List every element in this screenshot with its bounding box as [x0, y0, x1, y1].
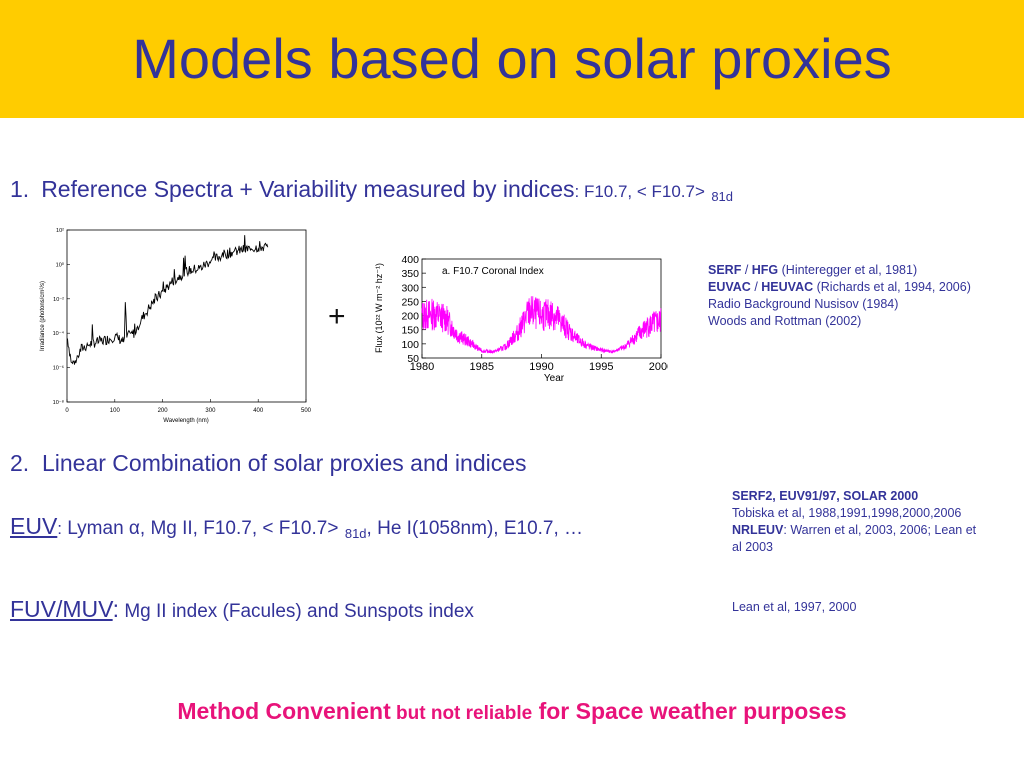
spectrum-y-tick-label: 10²	[56, 228, 64, 234]
f107-y-ticks: 400 350 300 250 200 150 100 50	[401, 254, 426, 365]
slide-title: Models based on solar proxies	[132, 27, 892, 90]
ref-heuvac: HEUVAC	[761, 280, 814, 294]
ref-citation: (Richards et al, 1994, 2006)	[813, 280, 971, 294]
reference-line: Lean et al, 1997, 2000	[732, 600, 857, 614]
reference-line: EUVAC / HEUVAC (Richards et al, 1994, 20…	[708, 279, 971, 296]
fuv-label: FUV/MUV	[10, 596, 113, 622]
f107-y-label: Flux (10²² W m⁻² hz⁻¹)	[374, 263, 384, 353]
spectrum-chart: 0 100 200 300 400 500 10²10⁰10⁻²10⁻⁴10⁻⁶10⁻⁸ …	[40, 228, 312, 424]
f107-y-tick-label: 200	[401, 311, 419, 323]
ref-serf2: SERF2, EUV91/97, SOLAR 2000	[732, 489, 919, 503]
euv-label: EUV	[10, 513, 58, 539]
item-2-text: Linear Combination of solar proxies and …	[41, 450, 527, 476]
spectrum-y-label: Irradiance (photons/cm²/s)	[40, 281, 46, 351]
conclusion-part-1: Method Convenient	[177, 698, 391, 724]
ref-hfg: HFG	[751, 263, 779, 277]
euv-rest: , He I(1058nm), E10.7, …	[366, 518, 584, 539]
conclusion-part-2: but not reliable	[390, 703, 533, 724]
f107-y-tick-label: 150	[401, 325, 419, 337]
item-1-number: 1.	[10, 176, 30, 202]
f107-y-tick-label: 250	[401, 296, 419, 308]
fuv-colon: :	[112, 596, 120, 622]
title-banner	[0, 0, 1024, 118]
spectrum-y-ticks: 10² 10⁰ 10⁻² 10⁻⁴ 10⁻⁶ 10⁻⁸	[53, 228, 70, 406]
spectrum-x-tick-label: 100	[110, 408, 121, 414]
euv-line: EUV: Lyman α, Mg II, F10.7, < F10.7> 81d…	[10, 513, 583, 541]
spectrum-x-tick-label: 0	[65, 408, 69, 414]
spectrum-x-tick-label: 400	[253, 408, 264, 414]
euv-colon: :	[57, 519, 63, 538]
f107-chart-title: a. F10.7 Coronal Index	[442, 266, 544, 277]
spectrum-plot-frame	[66, 229, 307, 403]
item-1-text: Reference Spectra + Variability measured…	[41, 176, 575, 202]
reference-line: Radio Background Nusisov (1984)	[708, 297, 899, 311]
spectrum-y-tick-label: 10⁻⁸	[53, 399, 64, 406]
item-2-number: 2.	[10, 450, 30, 476]
f107-y-tick-label: 350	[401, 268, 419, 280]
references-1: SERF / HFG (Hinteregger et al, 1981) EUV…	[708, 262, 971, 330]
f107-x-ticks: 1980 1985 1990 1995 2000	[410, 354, 668, 373]
f107-x-tick-label: 1995	[589, 361, 613, 373]
plus-sign: +	[328, 300, 346, 333]
fuv-line: FUV/MUV: Mg II index (Facules) and Sunsp…	[10, 596, 474, 623]
ref-euvac: EUVAC	[708, 280, 751, 294]
reference-line: SERF / HFG (Hinteregger et al, 1981)	[708, 262, 971, 279]
f107-x-tick-label: 2000	[649, 361, 668, 373]
f107-x-tick-label: 1985	[470, 361, 494, 373]
item-1: 1. Reference Spectra + Variability measur…	[10, 176, 733, 204]
spectrum-y-tick-label: 10⁻⁴	[53, 330, 65, 337]
f107-x-tick-label: 1990	[529, 361, 553, 373]
spectrum-series-line	[67, 235, 269, 365]
spectrum-y-tick-label: 10⁻²	[53, 297, 64, 303]
spectrum-x-label: Wavelength (nm)	[163, 418, 208, 424]
f107-chart: 1980 1985 1990 1995 2000 400 350 300 250 200 150 1…	[374, 254, 668, 384]
f107-y-tick-label: 400	[401, 254, 419, 266]
reference-line: al 2003	[732, 540, 774, 554]
item-1-subscript: 81d	[711, 189, 734, 204]
f107-y-tick-label: 100	[401, 339, 419, 351]
euv-subscript: 81d	[344, 526, 367, 541]
item-2: 2. Linear Combination of solar proxies a…	[10, 450, 527, 477]
spectrum-x-tick-label: 200	[158, 408, 169, 414]
ref-separator: /	[741, 263, 752, 277]
ref-serf: SERF	[708, 263, 742, 277]
ref-citation: (Hinteregger et al, 1981)	[778, 263, 918, 277]
f107-series-line	[421, 296, 662, 354]
f107-y-tick-label: 50	[407, 353, 419, 365]
fuv-text: Mg II index (Facules) and Sunspots index	[119, 601, 474, 622]
reference-line: Tobiska et al, 1988,1991,1998,2000,2006	[732, 506, 962, 520]
conclusion-part-3: for Space weather purposes	[532, 698, 847, 724]
references-2: SERF2, EUV91/97, SOLAR 2000 Tobiska et a…	[732, 488, 1017, 556]
spectrum-x-ticks: 0 100 200 300 400 500	[65, 399, 312, 414]
conclusion: Method Convenient but not reliable for S…	[0, 698, 1024, 725]
spectrum-y-tick-label: 10⁻⁶	[53, 365, 64, 372]
ref-citation: : Warren et al, 2003, 2006; Lean et	[783, 523, 977, 537]
f107-x-label: Year	[544, 373, 565, 384]
spectrum-x-tick-label: 300	[205, 408, 216, 414]
references-3: Lean et al, 1997, 2000	[732, 599, 856, 616]
f107-x-tick-label: 1980	[410, 361, 434, 373]
euv-text: Lyman α, Mg II, F10.7, < F10.7>	[62, 518, 339, 539]
ref-separator: /	[750, 280, 762, 294]
reference-line: Woods and Rottman (2002)	[708, 314, 862, 328]
ref-nrleuv: NRLEUV	[732, 523, 784, 537]
spectrum-y-tick-label: 10⁰	[56, 261, 65, 268]
f107-y-tick-label: 300	[401, 282, 419, 294]
spectrum-x-tick-label: 500	[301, 408, 312, 414]
item-1-indices: : F10.7, < F10.7>	[574, 182, 705, 201]
